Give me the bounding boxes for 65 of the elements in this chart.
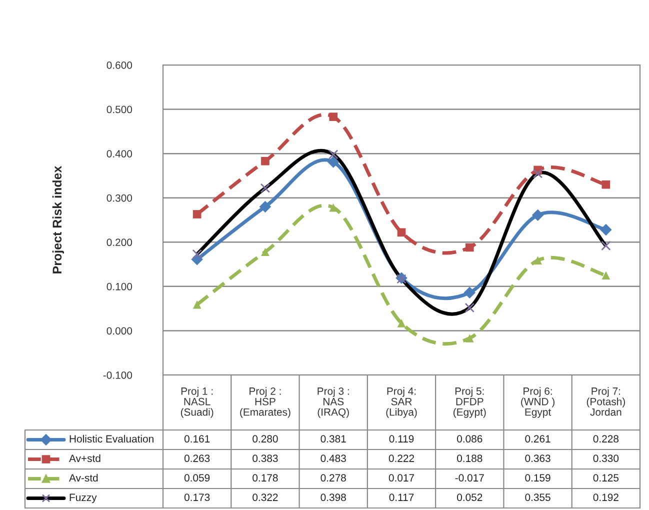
data-label: 0.178 (252, 474, 278, 482)
point (464, 286, 476, 299)
y-tick-label: 0.100 (106, 282, 132, 290)
point (465, 334, 474, 342)
y-tick-label: 0.500 (106, 106, 132, 114)
point (532, 209, 544, 222)
point (534, 256, 542, 264)
point (259, 200, 272, 213)
point (329, 112, 338, 121)
point (327, 156, 340, 168)
data-label: 0.398 (320, 494, 346, 502)
y-tick-label: 0.600 (106, 62, 132, 69)
point (602, 271, 610, 280)
data-label: 0.017 (388, 474, 414, 482)
data-label: 0.117 (389, 494, 414, 502)
legend-label: Fuzzy (70, 494, 97, 504)
x-tick-label: Proj 6: (WND ) Egypt (521, 387, 554, 418)
point (261, 156, 270, 166)
point (465, 243, 474, 252)
data-label: 0.355 (525, 494, 550, 502)
point (602, 180, 610, 189)
point (192, 210, 202, 218)
point (397, 228, 406, 237)
point (192, 300, 202, 309)
y-axis-title: Project Risk index (52, 166, 64, 274)
x-tick-label: Proj 1 : NASL (Suadi) (180, 387, 214, 418)
y-tick-label: 0.300 (106, 194, 132, 202)
y-tick-label: 0.400 (106, 150, 132, 158)
legend-label: Av+std (69, 454, 100, 462)
y-tick-label: 0.200 (106, 238, 132, 246)
point (600, 224, 612, 236)
data-label: 0.119 (389, 435, 414, 443)
x-tick-label: Proj 2 : HSP (Emarates) (240, 387, 290, 418)
point (261, 248, 270, 256)
y-tick-label: 0.000 (106, 327, 132, 335)
data-label: 0.278 (320, 474, 346, 482)
data-label: 0.261 (525, 435, 550, 443)
y-tick-label: -0.100 (103, 372, 132, 379)
data-label: 0.059 (184, 474, 210, 482)
x-tick-label: Proj 7: (Potash) Jordan (586, 387, 625, 416)
data-label: 0.330 (593, 454, 619, 462)
point (397, 319, 406, 328)
data-label: 0.125 (593, 474, 619, 482)
legend-label: Holistic Evaluation (70, 434, 154, 443)
x-tick-label: Proj 5: DFDP (Egypt) (454, 387, 486, 418)
x-tick-label: Proj 3 : NAS (IRAQ) (318, 387, 349, 418)
data-label: 0.188 (457, 454, 482, 462)
data-label: 0.161 (184, 435, 210, 443)
data-label: 0.052 (457, 494, 482, 502)
data-label: 0.159 (525, 474, 550, 482)
data-label: 0.280 (252, 435, 278, 443)
legend-label: Av-std (69, 474, 98, 482)
x-tick-label: Proj 4: SAR (Libya) (386, 387, 417, 418)
data-label: -0.017 (455, 474, 484, 482)
data-label: 0.086 (457, 435, 482, 443)
data-label: 0.363 (525, 454, 550, 462)
data-label: 0.483 (320, 454, 346, 462)
data-label: 0.383 (252, 454, 278, 462)
data-label: 0.322 (252, 494, 278, 502)
data-label: 0.192 (593, 494, 618, 502)
data-label: 0.173 (184, 494, 210, 502)
data-label: 0.228 (593, 435, 619, 443)
data-label: 0.381 (320, 435, 346, 443)
data-label: 0.222 (388, 454, 414, 462)
data-label: 0.263 (184, 454, 210, 462)
